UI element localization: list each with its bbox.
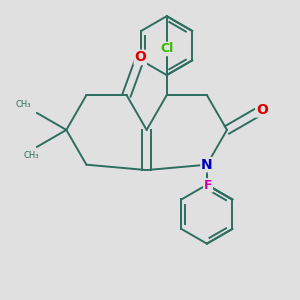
Text: Cl: Cl [160, 43, 173, 56]
Text: F: F [204, 179, 212, 192]
Text: CH₃: CH₃ [16, 100, 32, 109]
Text: N: N [201, 158, 213, 172]
Text: CH₃: CH₃ [24, 151, 39, 160]
Text: O: O [134, 50, 146, 64]
Text: O: O [256, 103, 268, 117]
